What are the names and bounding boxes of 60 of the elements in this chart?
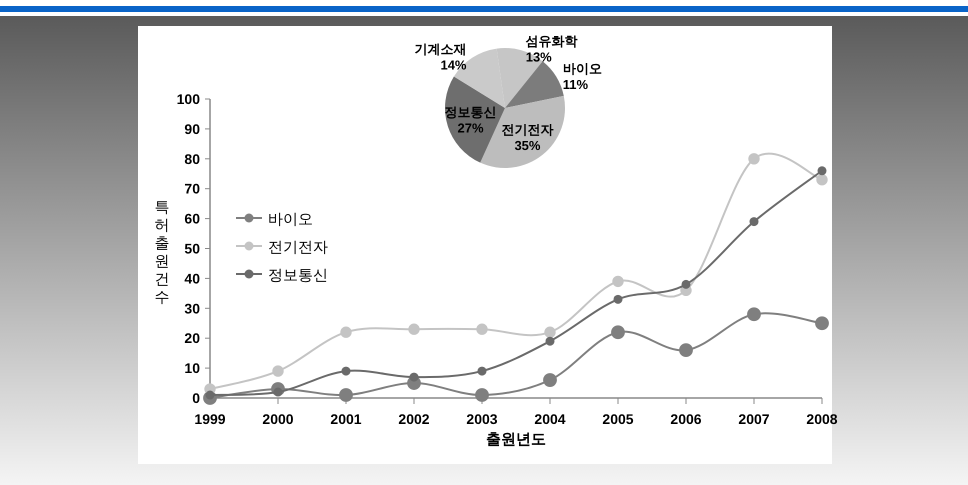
y-tick-label: 20 [184, 330, 200, 346]
x-tick-label: 2000 [262, 411, 294, 427]
y-tick-label: 50 [184, 240, 200, 256]
point [682, 280, 690, 289]
y-tick-label: 10 [184, 360, 200, 376]
point [475, 388, 489, 402]
slice-label: 전기전자 [501, 123, 554, 138]
point [543, 373, 557, 387]
legend-label: 바이오 [268, 210, 313, 228]
x-tick-label: 2007 [738, 411, 770, 427]
data-label: 13% [526, 49, 552, 64]
point [679, 343, 693, 358]
point [816, 174, 828, 186]
point [272, 365, 284, 377]
point [410, 372, 418, 382]
slice-label: 기계소재 [414, 42, 467, 58]
point [818, 166, 826, 176]
y-tick-label: 80 [184, 150, 200, 167]
point [546, 336, 554, 346]
x-tick-label: 2001 [330, 411, 362, 427]
y-axis-title: 특허출원건수 [154, 198, 170, 306]
y-tick-label: 100 [176, 91, 200, 107]
point [340, 326, 352, 338]
point [408, 324, 420, 335]
point [478, 366, 486, 376]
point [815, 316, 829, 330]
x-tick-label: 1999 [194, 411, 226, 427]
point [748, 153, 760, 164]
point [611, 325, 625, 340]
x-axis-title: 출원년도 [486, 430, 546, 448]
y-tick-label: 70 [184, 180, 200, 197]
point [614, 294, 622, 304]
x-tick-label: 2006 [670, 411, 702, 427]
legend-label: 전기전자 [268, 238, 328, 256]
point [747, 307, 761, 322]
data-label: 14% [440, 57, 467, 72]
legend-label: 정보통신 [268, 266, 328, 284]
point [339, 388, 353, 402]
y-tick-label: 30 [184, 300, 200, 316]
data-label: 27% [458, 120, 484, 136]
slice-label: 섬유화학 [526, 34, 578, 50]
x-tick-label: 2002 [398, 411, 430, 427]
pie-slice [505, 61, 564, 108]
y-tick-label: 60 [184, 210, 200, 227]
point [750, 217, 758, 226]
point [612, 276, 624, 288]
point [342, 366, 350, 376]
slice-label: 바이오 [562, 62, 602, 78]
y-tick-label: 40 [184, 270, 200, 286]
x-tick-label: 2008 [806, 411, 838, 427]
data-label: 35% [514, 138, 541, 154]
y-tick-label: 0 [192, 390, 200, 406]
y-tick-label: 90 [184, 120, 200, 137]
slice-label: 정보통신 [444, 106, 497, 121]
point [476, 324, 488, 335]
x-tick-label: 2005 [602, 411, 634, 427]
data-label: 11% [562, 77, 589, 92]
x-tick-label: 2003 [466, 411, 498, 427]
point [544, 326, 556, 338]
x-tick-label: 2004 [534, 411, 566, 427]
